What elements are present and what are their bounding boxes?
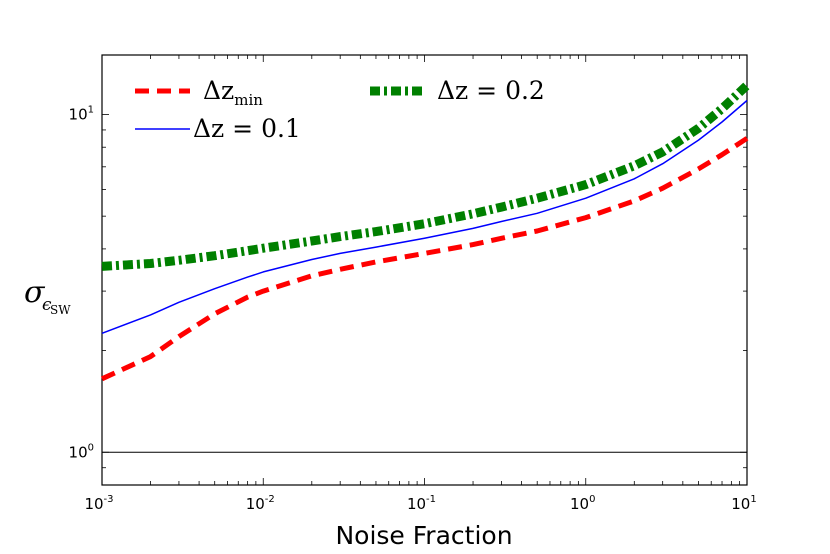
series-group	[100, 82, 751, 382]
x-tick-labels: 10-3 10-2 10-1 100 101	[84, 494, 756, 513]
legend-label-dz-0-2: Δz = 0.2	[437, 76, 545, 105]
y-axis-title: σ ϵ SW	[24, 275, 71, 317]
axis-ticks	[101, 55, 748, 486]
series-line--z-min	[100, 136, 749, 382]
y-axis-subscript: ϵ	[42, 295, 52, 315]
x-tick-label: 100	[570, 494, 595, 513]
legend-label-dz-min-main: Δz	[203, 76, 234, 105]
y-tick-label: 100	[69, 442, 94, 461]
legend-label-dz-min-sub: min	[234, 91, 263, 109]
series-line--z-0-1	[101, 99, 748, 335]
x-tick-label: 10-3	[84, 494, 113, 513]
legend-label-dz-0-1: Δz = 0.1	[193, 114, 301, 143]
legend: Δzmin Δz = 0.1 Δz = 0.2	[135, 76, 545, 143]
y-tick-label: 101	[69, 104, 94, 123]
legend-label-dz-min: Δzmin	[203, 76, 263, 109]
x-tick-label: 10-1	[407, 494, 436, 513]
y-tick-labels: 100 101	[69, 104, 94, 461]
x-tick-label: 10-2	[246, 494, 275, 513]
x-axis-title: Noise Fraction	[335, 521, 512, 550]
y-axis-subsubscript: SW	[50, 303, 71, 317]
x-tick-label: 101	[731, 494, 756, 513]
series-line--z-0-2	[101, 82, 751, 271]
y-axis-symbol: σ	[24, 275, 46, 310]
